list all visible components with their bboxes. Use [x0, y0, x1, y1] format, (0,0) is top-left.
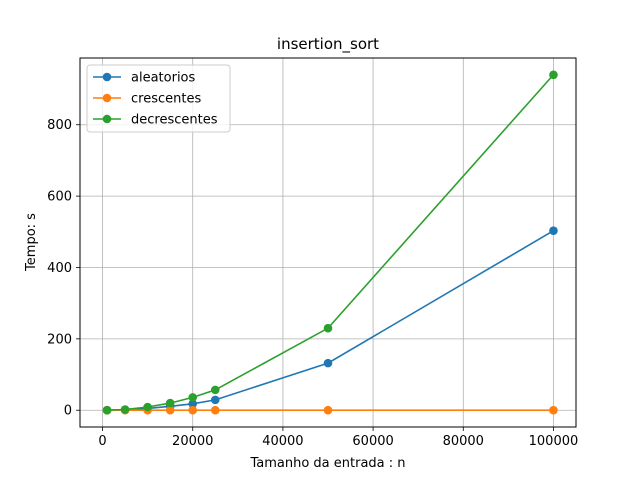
legend-marker [102, 72, 112, 82]
legend: aleatorios crescentes decrescentes [86, 64, 231, 133]
data-point-decrescentes [143, 402, 152, 412]
data-point-crescentes [188, 405, 198, 415]
x-tick-label: 60000 [352, 434, 393, 449]
data-point-decrescentes [120, 405, 130, 414]
data-point-decrescentes [549, 70, 558, 80]
x-tick-label: 20000 [172, 434, 213, 449]
legend-marker [102, 93, 112, 103]
plot-frame [79, 57, 577, 428]
x-tick-label: 40000 [262, 434, 303, 449]
data-point-decrescentes [102, 405, 112, 415]
y-tick-label: 600 [47, 190, 72, 205]
data-point-crescentes [165, 405, 175, 415]
legend-marker [102, 114, 112, 124]
legend-entry-crescentes: crescentes [93, 92, 201, 107]
data-point-crescentes [549, 405, 558, 415]
y-axis-label: Tempo: s [24, 213, 39, 272]
data-point-aleatorios [210, 395, 220, 405]
data-point-aleatorios [549, 226, 558, 236]
series-layer [102, 70, 558, 415]
data-point-decrescentes [188, 393, 198, 402]
x-tick-label: 80000 [443, 434, 484, 449]
x-tick-label: 0 [98, 434, 106, 449]
x-axis-label: Tamanho da entrada : n [249, 456, 405, 471]
legend-items: aleatorios crescentes decrescentes [93, 71, 218, 128]
y-tick-label: 200 [47, 332, 72, 347]
data-point-decrescentes [323, 323, 333, 333]
y-tick-label: 400 [47, 261, 72, 276]
legend-label: aleatorios [131, 71, 196, 86]
data-point-aleatorios [323, 358, 333, 368]
grid [80, 58, 576, 427]
data-point-crescentes [323, 405, 333, 415]
y-tick-label: 800 [47, 118, 72, 133]
data-point-aleatorios [188, 399, 198, 409]
data-point-decrescentes [210, 385, 220, 395]
data-point-decrescentes [165, 398, 175, 408]
legend-entry-aleatorios: aleatorios [93, 71, 196, 86]
legend-label: decrescentes [131, 113, 218, 128]
data-point-crescentes [210, 405, 220, 415]
legend-entry-decrescentes: decrescentes [93, 113, 218, 128]
ticks: 0 20000 40000 60000 80000 100000 0 200 400 600 800 [47, 118, 578, 449]
x-tick-label: 100000 [529, 434, 579, 449]
series-decrescentes [102, 70, 558, 415]
y-tick-label: 0 [64, 404, 72, 419]
chart-title: insertion_sort [277, 35, 379, 54]
legend-box [86, 64, 231, 133]
legend-label: crescentes [131, 92, 201, 107]
